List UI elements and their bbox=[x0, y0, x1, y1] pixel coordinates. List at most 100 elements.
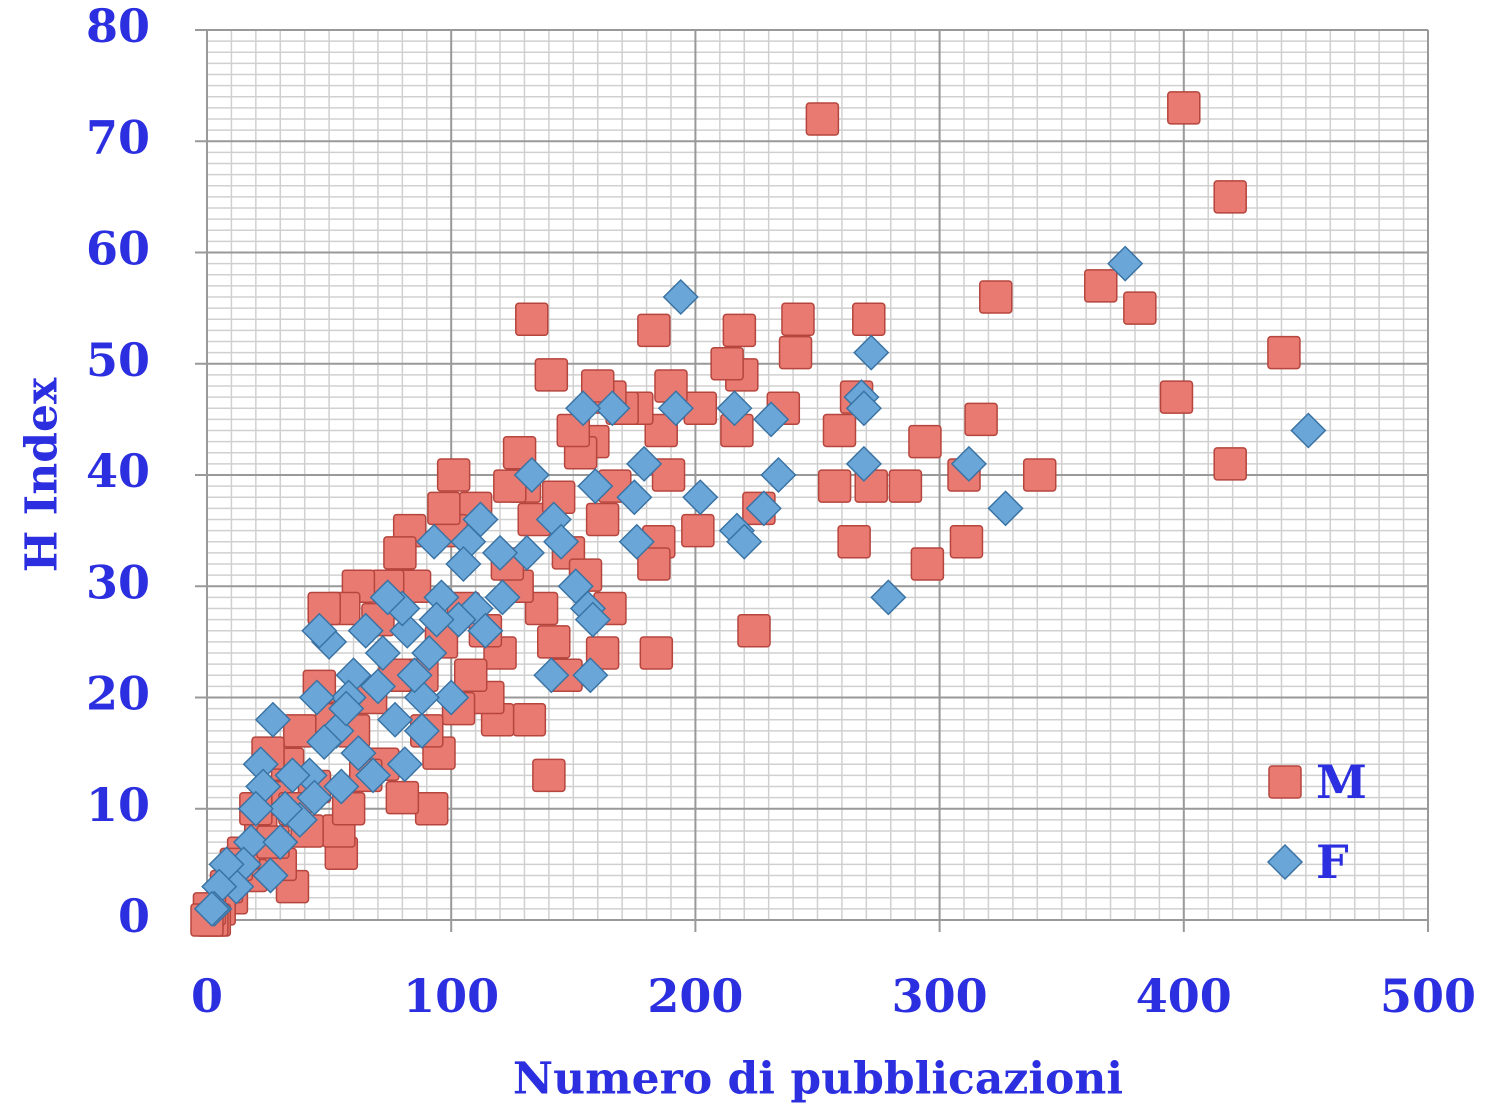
point bbox=[383, 536, 417, 570]
point bbox=[274, 757, 311, 794]
point bbox=[722, 313, 757, 348]
point bbox=[572, 657, 609, 694]
point bbox=[987, 490, 1024, 527]
point bbox=[817, 469, 852, 503]
y-tick-label: 30 bbox=[86, 555, 150, 609]
x-tick-label: 300 bbox=[892, 969, 988, 1023]
legend-marker bbox=[1266, 843, 1304, 881]
point bbox=[418, 601, 455, 638]
point bbox=[385, 780, 420, 815]
point bbox=[301, 612, 338, 649]
point bbox=[822, 413, 857, 448]
point bbox=[1159, 380, 1194, 414]
x-tick-label: 500 bbox=[1380, 969, 1476, 1023]
point bbox=[979, 280, 1013, 314]
point bbox=[193, 890, 230, 927]
point bbox=[805, 102, 840, 136]
point bbox=[237, 790, 274, 827]
point bbox=[403, 712, 440, 749]
legend-label: F bbox=[1316, 835, 1349, 889]
point bbox=[411, 634, 448, 672]
point bbox=[616, 479, 653, 516]
x-tick-label: 0 bbox=[191, 969, 223, 1023]
point bbox=[1213, 447, 1247, 481]
point bbox=[323, 768, 360, 805]
point bbox=[753, 401, 790, 438]
point bbox=[637, 547, 671, 581]
point bbox=[306, 723, 343, 761]
point bbox=[888, 469, 923, 503]
point bbox=[537, 625, 571, 659]
point bbox=[427, 491, 461, 526]
point bbox=[662, 278, 699, 316]
y-tick-label: 10 bbox=[86, 778, 150, 832]
point bbox=[585, 502, 620, 537]
point bbox=[637, 313, 671, 348]
point bbox=[416, 523, 453, 560]
point bbox=[580, 369, 615, 403]
point bbox=[267, 790, 304, 827]
point bbox=[737, 614, 771, 648]
point bbox=[359, 668, 397, 705]
point bbox=[376, 701, 414, 738]
point bbox=[433, 679, 470, 716]
point bbox=[870, 579, 907, 616]
point bbox=[639, 636, 674, 670]
point bbox=[577, 468, 614, 505]
point bbox=[910, 547, 945, 581]
point bbox=[781, 302, 815, 336]
point bbox=[760, 456, 797, 494]
point bbox=[681, 513, 715, 548]
point bbox=[964, 402, 998, 437]
point bbox=[283, 714, 317, 748]
point bbox=[254, 701, 291, 738]
point bbox=[1123, 291, 1157, 325]
point bbox=[436, 458, 471, 492]
point bbox=[565, 390, 602, 427]
y-tick-label: 50 bbox=[86, 333, 150, 387]
y-tick-label: 40 bbox=[86, 444, 150, 498]
point bbox=[726, 523, 763, 560]
point bbox=[618, 523, 655, 560]
point bbox=[481, 534, 519, 571]
point bbox=[1022, 458, 1057, 492]
point bbox=[557, 568, 594, 605]
point bbox=[585, 636, 620, 670]
point bbox=[852, 302, 886, 336]
point bbox=[364, 634, 401, 672]
point bbox=[837, 525, 871, 559]
point bbox=[845, 390, 882, 427]
point bbox=[386, 746, 423, 783]
point bbox=[853, 334, 890, 371]
point bbox=[1084, 269, 1118, 303]
point bbox=[651, 458, 686, 492]
point bbox=[1167, 91, 1201, 125]
point bbox=[845, 445, 882, 482]
point bbox=[347, 612, 384, 649]
point bbox=[745, 490, 782, 527]
x-tick-label: 400 bbox=[1136, 969, 1232, 1023]
y-tick-label: 60 bbox=[86, 222, 150, 276]
point bbox=[1213, 180, 1247, 214]
point bbox=[543, 523, 580, 560]
point bbox=[445, 545, 482, 583]
point bbox=[328, 690, 365, 727]
point bbox=[502, 436, 537, 470]
point bbox=[626, 445, 663, 482]
point bbox=[1107, 245, 1144, 282]
point bbox=[252, 857, 289, 894]
point bbox=[534, 358, 569, 392]
point bbox=[396, 657, 433, 694]
point bbox=[594, 390, 631, 427]
legend-marker bbox=[1268, 765, 1302, 799]
point bbox=[513, 456, 550, 494]
point bbox=[950, 445, 987, 482]
point bbox=[369, 579, 406, 616]
point bbox=[414, 792, 449, 826]
y-tick-label: 80 bbox=[86, 0, 150, 53]
point bbox=[508, 534, 545, 571]
point bbox=[657, 390, 694, 427]
point bbox=[467, 612, 504, 649]
